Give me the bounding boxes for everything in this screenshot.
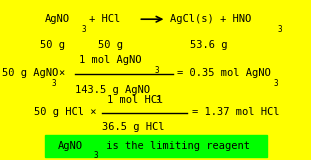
Text: 50 g: 50 g <box>40 40 65 50</box>
Text: = 0.35 mol AgNO: = 0.35 mol AgNO <box>177 68 271 78</box>
Text: 50 g HCl ×: 50 g HCl × <box>34 107 97 117</box>
Text: 3: 3 <box>82 25 86 34</box>
Text: 50 g: 50 g <box>98 40 123 50</box>
Text: 36.5 g HCl: 36.5 g HCl <box>102 122 165 132</box>
Text: 3: 3 <box>274 79 278 88</box>
Text: is the limiting reagent: is the limiting reagent <box>100 141 250 151</box>
Text: 1 mol AgNO: 1 mol AgNO <box>79 55 142 65</box>
Text: 3: 3 <box>52 79 57 88</box>
Text: 3: 3 <box>155 66 159 75</box>
Text: AgNO: AgNO <box>45 14 70 24</box>
Text: 3: 3 <box>156 96 160 105</box>
Text: 3: 3 <box>94 151 99 160</box>
Text: 50 g AgNO: 50 g AgNO <box>2 68 58 78</box>
Text: 1 mol HCl: 1 mol HCl <box>107 95 164 105</box>
Text: ×: × <box>58 68 65 78</box>
Text: AgNO: AgNO <box>58 141 82 151</box>
Text: 53.6 g: 53.6 g <box>190 40 227 50</box>
Text: 3: 3 <box>278 25 282 34</box>
Bar <box>45 135 267 157</box>
Text: + HCl: + HCl <box>89 14 120 24</box>
Text: = 1.37 mol HCl: = 1.37 mol HCl <box>192 107 280 117</box>
Text: 143.5 g AgNO: 143.5 g AgNO <box>75 85 150 95</box>
Text: AgCl(s) + HNO: AgCl(s) + HNO <box>170 14 252 24</box>
